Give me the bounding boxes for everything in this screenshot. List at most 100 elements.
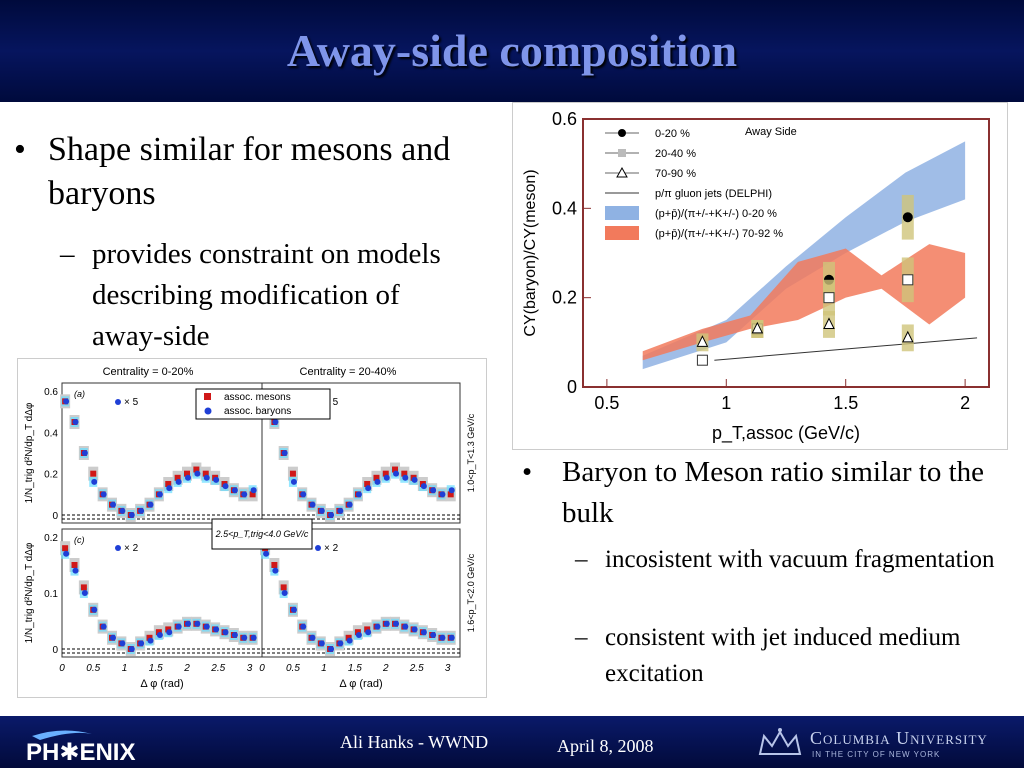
baryon-point xyxy=(393,620,400,627)
slide-footer: PH✱ENIX Ali Hanks - WWND April 8, 2008 C… xyxy=(0,716,1024,768)
legend-box xyxy=(195,388,331,420)
baryon-point xyxy=(156,491,163,498)
meson-point xyxy=(401,470,408,477)
baryon-point xyxy=(430,487,437,494)
baryon-point xyxy=(402,474,409,481)
baryon-point xyxy=(374,478,381,485)
baryon-point xyxy=(337,507,344,514)
x-tick-label: 2 xyxy=(960,393,970,413)
baryon-point xyxy=(402,623,409,630)
baryon-point xyxy=(272,567,279,574)
baryon-point xyxy=(241,634,248,641)
legend-label: p/π gluon jets (DELPHI) xyxy=(655,188,772,200)
baryon-point xyxy=(128,646,135,652)
y-tick-label: 0.2 xyxy=(552,288,577,308)
baryon-point xyxy=(213,626,220,633)
meson-point xyxy=(62,545,69,552)
bullet-right-main: • Baryon to Meson ratio similar to the b… xyxy=(522,452,1002,534)
meson-point xyxy=(202,470,209,477)
phenix-logo-mark: PH✱ENIX xyxy=(26,730,135,766)
y-tick-label: 0.6 xyxy=(552,109,577,129)
baryon-point xyxy=(81,450,88,456)
footer-date: April 8, 2008 xyxy=(557,736,654,756)
baryon-point xyxy=(185,474,191,481)
baryon-point xyxy=(328,646,335,652)
columbia-sub: IN THE CITY OF NEW YORK xyxy=(812,750,941,759)
y-tick-label: 0.4 xyxy=(552,198,577,218)
meson-point xyxy=(271,562,278,568)
x-tick-label: 1 xyxy=(321,663,327,674)
baryon-point xyxy=(383,620,390,627)
legend-meson-label: assoc. mesons xyxy=(224,392,291,403)
baryon-point xyxy=(222,483,229,490)
meson-point xyxy=(373,474,380,481)
bullet-dot: • xyxy=(14,131,26,168)
bullet-right-sub-1-text: incosistent with vacuum fragmentation xyxy=(605,546,995,573)
x-tick-label: 0 xyxy=(259,663,265,674)
baryon-point xyxy=(439,491,446,498)
baryon-point xyxy=(411,626,418,633)
y-tick-label: 0 xyxy=(52,645,58,656)
x-tick-label: 0.5 xyxy=(286,663,300,674)
pt-range-label: 1.6<p_T<2.0 GeV/c xyxy=(466,553,476,632)
baryon-point xyxy=(175,478,182,485)
x-tick-label: 0 xyxy=(59,663,65,674)
point-70-90 xyxy=(901,330,914,343)
point-70-90 xyxy=(823,317,835,329)
baryon-point xyxy=(166,629,173,636)
baryon-point xyxy=(241,491,248,498)
panel-header: Centrality = 20-40% xyxy=(300,366,397,378)
bullet-right-sub-1: – incosistent with vacuum fragmentation xyxy=(575,542,1015,578)
baryon-point xyxy=(393,470,400,477)
baryon-point xyxy=(355,632,362,638)
baryon-point xyxy=(420,629,427,636)
baryon-point xyxy=(365,629,372,636)
baryon-point xyxy=(263,550,270,557)
legend-swatch xyxy=(605,206,639,220)
meson-point xyxy=(289,470,296,477)
meson-point xyxy=(80,584,87,591)
x-tick-label: 2 xyxy=(183,663,190,674)
scale-marker xyxy=(115,545,121,551)
correlation-panels-svg: Centrality = 0-20% Centrality = 20-40% (a)… xyxy=(24,366,476,690)
legend-marker xyxy=(616,166,628,178)
bullet-left-main-text: Shape similar for mesons and baryons xyxy=(48,131,451,212)
meson-point xyxy=(364,481,371,487)
baryon-point xyxy=(346,501,353,508)
slide-header: Away-side composition xyxy=(0,0,1024,102)
bullet-left-sub: – provides constraint on models describi… xyxy=(60,234,462,357)
meson-point xyxy=(382,470,389,477)
baryon-point xyxy=(185,620,191,627)
y-axis-label: CY(baryon)/CY(meson) xyxy=(522,169,539,336)
meson-point xyxy=(392,466,399,473)
baryon-point xyxy=(448,634,455,641)
meson-point xyxy=(90,470,97,477)
panel-label: (c) xyxy=(74,535,85,545)
chart-title: Away Side xyxy=(745,126,797,138)
point-20-40 xyxy=(902,274,914,286)
panel-label: (a) xyxy=(74,389,85,399)
point-20-40 xyxy=(696,354,708,366)
meson-point xyxy=(184,470,190,477)
bullet-dash: – xyxy=(60,238,75,270)
point-20-40 xyxy=(823,292,835,304)
baryon-point xyxy=(374,623,381,630)
baryon-point xyxy=(203,474,210,481)
bullet-dash: – xyxy=(575,546,588,573)
baryon-point xyxy=(63,398,70,405)
baryon-point xyxy=(383,474,390,481)
baryon-point xyxy=(365,485,372,492)
baryon-point xyxy=(203,623,210,630)
x-tick-label: 3 xyxy=(247,663,253,674)
point-0-20 xyxy=(902,212,913,223)
baryon-point xyxy=(138,640,145,647)
baryon-point xyxy=(81,590,88,596)
baryon-point xyxy=(420,483,427,490)
phenix-logo-text: PH✱ENIX xyxy=(26,739,135,764)
delphi-line xyxy=(714,337,978,361)
columbia-name: Columbia University xyxy=(810,728,988,748)
y-axis-label: 1/N_trig d²N/dp_T dΔφ xyxy=(24,542,35,643)
baryon-point xyxy=(91,606,98,613)
baryon-point xyxy=(346,637,353,644)
x-tick-label: 1.5 xyxy=(833,393,858,413)
